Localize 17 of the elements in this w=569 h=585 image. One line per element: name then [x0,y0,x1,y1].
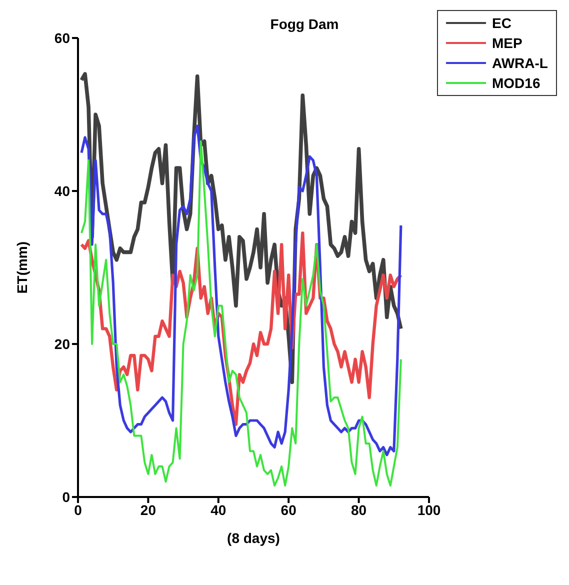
y-tick-label: 40 [54,182,70,199]
x-tick-label: 60 [280,502,297,518]
x-tick-label: 40 [210,502,226,518]
y-tick-label: 60 [54,30,70,46]
legend-label: AWRA-L [492,54,548,73]
x-axis-title: (8 days) [227,530,280,546]
legend-label: MOD16 [492,74,540,93]
y-tick-label: 20 [54,336,70,352]
x-tick-label: 100 [417,502,441,518]
y-axis-title: ET(mm) [14,241,30,294]
y-tick-label: 0 [62,488,70,505]
x-tick-label: 0 [74,502,82,518]
x-tick-label: 80 [351,502,367,518]
chart-title: Fogg Dam [270,16,339,32]
legend-label: MEP [492,34,522,53]
x-tick-label: 20 [140,502,156,518]
legend-label: EC [492,14,512,33]
